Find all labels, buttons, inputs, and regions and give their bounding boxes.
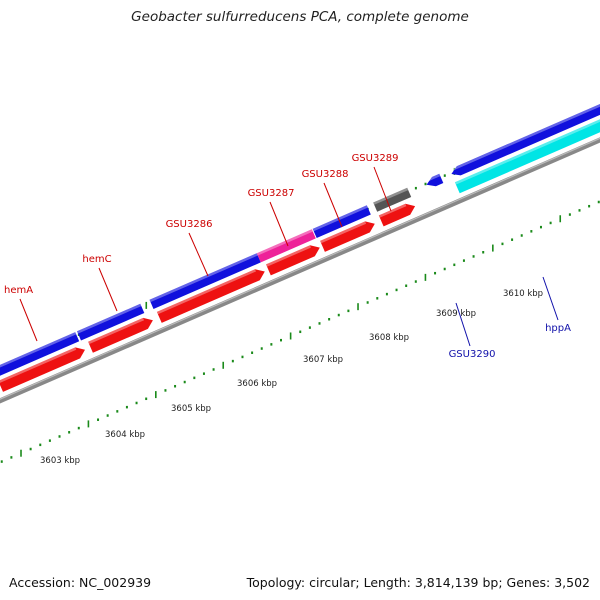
svg-text:GSU3287: GSU3287 [248,188,295,199]
svg-text:hemA: hemA [4,285,33,296]
svg-text:GSU3289: GSU3289 [352,153,399,164]
kbp-label: 3607 kbp [303,355,343,365]
genome-summary-text: Topology: circular; Length: 3,814,139 bp… [246,575,590,590]
accession-text: Accession: NC_002939 [9,575,152,590]
kbp-label: 3610 kbp [503,289,543,299]
reverse-cds-d [156,269,265,323]
feature-cyan-hppA [454,119,600,194]
kbp-label: 3609 kbp [436,309,476,319]
forward-cds-hppA [449,103,600,176]
gene-label-hppa: hppA [542,276,571,334]
genome-backbone [0,137,600,404]
gene-label-hemc: hemC [82,254,118,312]
gene-label-gsu3289: GSU3289 [352,153,399,212]
forward-cds-GSU3288 [312,205,371,238]
svg-text:hemC: hemC [82,254,111,265]
forward-cds-hemA [0,332,80,376]
reverse-cds-e [266,245,320,276]
inner-tick-ring [0,200,600,463]
reverse-cds-b [0,347,85,392]
feature-tracks [0,103,600,392]
kbp-label: 3606 kbp [237,379,277,389]
svg-text:GSU3286: GSU3286 [166,219,213,230]
gene-label-gsu3288: GSU3288 [302,169,349,228]
kbp-label: 3604 kbp [105,430,145,440]
kbp-label: 3605 kbp [171,404,211,414]
kbp-labels: 3603 kbp 3604 kbp 3605 kbp 3606 kbp 3607 kbp… [40,289,543,466]
svg-text:GSU3290: GSU3290 [449,349,496,360]
reverse-cds-c [88,317,153,353]
map-title: Geobacter sulfurreducens PCA, complete g… [131,9,469,25]
svg-text:GSU3288: GSU3288 [302,169,349,180]
svg-text:hppA: hppA [545,323,571,334]
kbp-label: 3608 kbp [369,333,409,343]
reverse-cds-g [378,203,416,227]
feature-GSU3289 [373,187,412,212]
forward-cds-hemC [77,303,145,341]
reverse-cds-f [320,221,375,252]
gene-label-gsu3286: GSU3286 [166,219,213,277]
gene-label-gsu3290: GSU3290 [449,302,496,360]
forward-cds-GSU3286 [149,253,261,309]
forward-cds-GSU3290 [424,173,444,187]
backbone-line [0,137,600,404]
gene-label-gsu3287: GSU3287 [248,188,295,247]
kbp-label: 3603 kbp [40,456,80,466]
forward-cds-GSU3287 [256,229,316,263]
gene-label-hema: hemA [4,285,38,342]
